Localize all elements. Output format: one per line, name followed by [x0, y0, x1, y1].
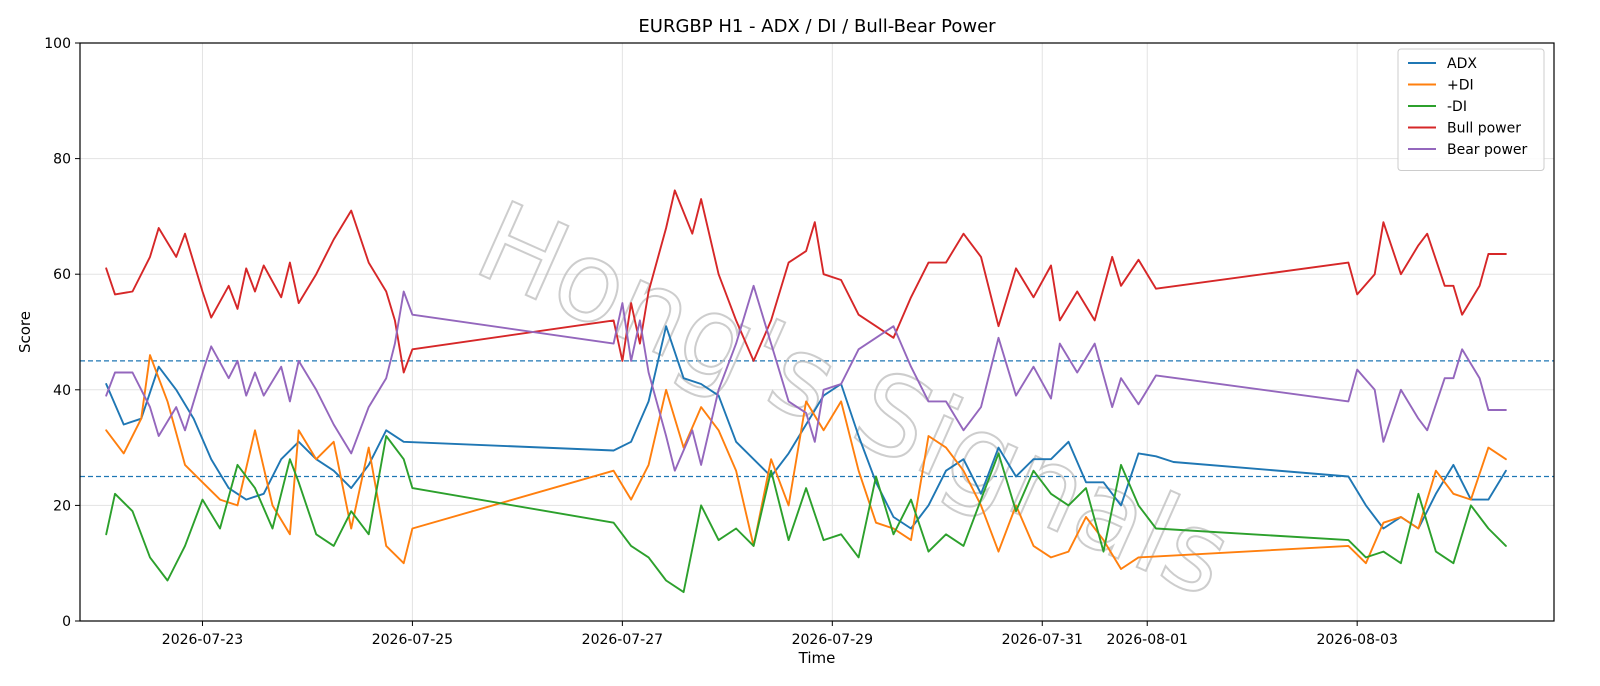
- x-tick-label: 2026-07-23: [162, 632, 243, 648]
- x-tick-label: 2026-07-29: [792, 632, 873, 648]
- series-line-minus-di: [105, 435, 1507, 594]
- series-line-bear-power: [105, 284, 1507, 472]
- chart-title: EURGBP H1 - ADX / DI / Bull-Bear Power: [638, 16, 996, 37]
- x-tick-label: 2026-08-01: [1107, 632, 1188, 648]
- legend-label: Bear power: [1447, 142, 1528, 158]
- y-axis: 0 20 40 60 80 100: [44, 36, 80, 630]
- x-tick-label: 2026-07-31: [1002, 632, 1083, 648]
- legend-label: Bull power: [1447, 121, 1521, 137]
- reference-lines: [80, 360, 1554, 478]
- y-tick-label: 80: [53, 152, 71, 168]
- y-tick-label: 0: [62, 614, 71, 630]
- y-tick-label: 40: [53, 383, 71, 399]
- legend-label: -DI: [1447, 99, 1467, 115]
- x-tick-label: 2026-07-27: [582, 632, 663, 648]
- x-axis: 2026-07-23 2026-07-25 2026-07-27 2026-07-29…: [162, 621, 1398, 648]
- x-axis-label: Time: [798, 649, 836, 667]
- legend-label: +DI: [1447, 78, 1474, 94]
- legend-label: ADX: [1447, 56, 1477, 72]
- y-tick-label: 60: [53, 267, 71, 283]
- plot-area: [80, 43, 1554, 621]
- x-tick-label: 2026-07-25: [372, 632, 453, 648]
- series-line-bull-power: [105, 189, 1507, 374]
- legend: ADX +DI -DI Bull power Bear power: [1397, 48, 1545, 171]
- legend-box: [1397, 48, 1545, 171]
- y-tick-label: 20: [53, 498, 71, 514]
- series-line-adx: [105, 325, 1507, 530]
- plot-frame: [79, 42, 1555, 622]
- y-axis-label: Score: [16, 311, 34, 353]
- x-tick-label: 2026-08-03: [1316, 632, 1397, 648]
- series-layer: [105, 189, 1507, 594]
- series-line-plusminus-di: [105, 354, 1507, 570]
- y-tick-label: 100: [44, 36, 71, 52]
